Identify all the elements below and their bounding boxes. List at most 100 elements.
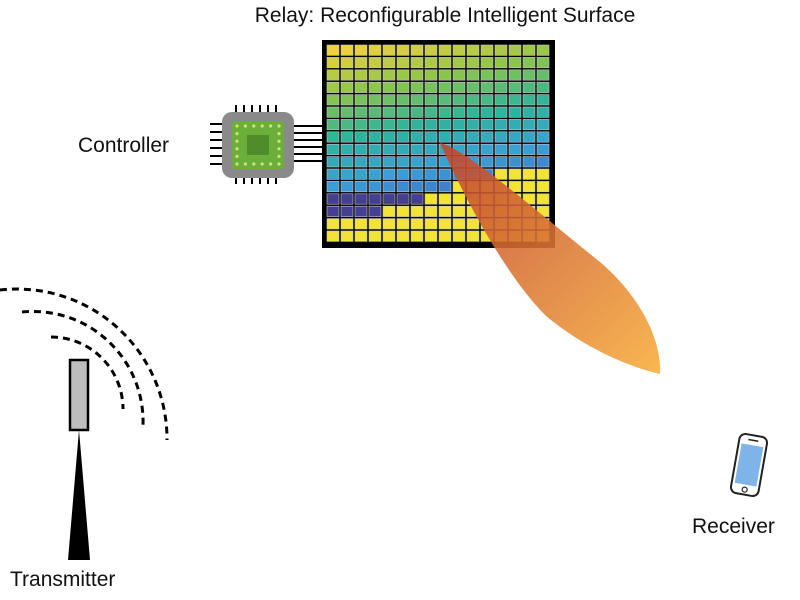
- surface-cell: [354, 218, 368, 230]
- surface-cell: [480, 143, 494, 155]
- surface-cell: [424, 81, 438, 93]
- phone-home-button: [741, 486, 748, 493]
- surface-cell: [508, 81, 522, 93]
- surface-cell: [536, 81, 550, 93]
- tower-mast: [68, 430, 90, 560]
- surface-cell: [326, 193, 340, 205]
- surface-cell: [494, 81, 508, 93]
- surface-cell: [326, 156, 340, 168]
- surface-cell: [354, 205, 368, 217]
- surface-cell: [508, 119, 522, 131]
- antenna-panel: [68, 358, 90, 432]
- surface-cell: [522, 57, 536, 69]
- surface-cell: [326, 181, 340, 193]
- surface-cell: [396, 168, 410, 180]
- surface-cell: [410, 119, 424, 131]
- chip-icon: [210, 105, 322, 184]
- surface-cell: [536, 143, 550, 155]
- surface-cell: [326, 131, 340, 143]
- surface-cell: [368, 168, 382, 180]
- surface-cell: [368, 94, 382, 106]
- surface-cell: [480, 57, 494, 69]
- surface-cell: [354, 106, 368, 118]
- surface-cell: [494, 168, 508, 180]
- chip-dot: [269, 124, 273, 128]
- surface-cell: [438, 205, 452, 217]
- surface-cell: [452, 44, 466, 56]
- surface-cell: [340, 119, 354, 131]
- surface-cell: [508, 131, 522, 143]
- phone-screen: [734, 443, 764, 487]
- surface-cell: [480, 106, 494, 118]
- surface-cell: [326, 94, 340, 106]
- surface-cell: [382, 205, 396, 217]
- surface-cell: [424, 131, 438, 143]
- controller-label: Controller: [78, 134, 169, 157]
- surface-cell: [382, 119, 396, 131]
- surface-cell: [410, 156, 424, 168]
- surface-cell: [536, 168, 550, 180]
- receiver-label: Receiver: [692, 515, 775, 538]
- surface-cell: [354, 156, 368, 168]
- surface-cell: [340, 44, 354, 56]
- surface-cell: [508, 94, 522, 106]
- surface-cell: [340, 57, 354, 69]
- chip-dot: [277, 147, 281, 151]
- surface-cell: [326, 106, 340, 118]
- surface-cell: [410, 106, 424, 118]
- chip-dot: [235, 124, 239, 128]
- surface-cell: [326, 230, 340, 242]
- surface-cell: [424, 106, 438, 118]
- surface-cell: [424, 69, 438, 81]
- surface-cell: [340, 143, 354, 155]
- surface-cell: [354, 230, 368, 242]
- surface-cell: [452, 57, 466, 69]
- surface-cell: [382, 131, 396, 143]
- surface-cell: [522, 106, 536, 118]
- surface-cell: [480, 94, 494, 106]
- phone-speaker: [748, 438, 759, 442]
- surface-cell: [466, 44, 480, 56]
- surface-cell: [438, 168, 452, 180]
- surface-cell: [410, 193, 424, 205]
- surface-cell: [382, 230, 396, 242]
- surface-cell: [494, 69, 508, 81]
- surface-cell: [466, 218, 480, 230]
- surface-cell: [368, 181, 382, 193]
- surface-cell: [326, 44, 340, 56]
- surface-cell: [536, 181, 550, 193]
- surface-cell: [396, 69, 410, 81]
- reflected-beam: [440, 143, 661, 374]
- surface-cell: [354, 94, 368, 106]
- surface-cell: [466, 230, 480, 242]
- surface-cell: [508, 168, 522, 180]
- surface-cell: [424, 119, 438, 131]
- chip-dot: [252, 162, 256, 166]
- surface-cell: [340, 168, 354, 180]
- surface-cell: [452, 218, 466, 230]
- surface-cell: [368, 205, 382, 217]
- surface-cell: [326, 119, 340, 131]
- surface-cell: [340, 230, 354, 242]
- surface-cell: [522, 94, 536, 106]
- surface-cell: [522, 119, 536, 131]
- surface-cell: [494, 119, 508, 131]
- surface-cell: [424, 193, 438, 205]
- surface-cell: [396, 143, 410, 155]
- surface-cell: [452, 69, 466, 81]
- surface-cell: [438, 106, 452, 118]
- surface-cell: [508, 69, 522, 81]
- surface-cell: [410, 94, 424, 106]
- surface-cell: [382, 143, 396, 155]
- surface-cell: [368, 44, 382, 56]
- surface-cell: [424, 57, 438, 69]
- surface-title: Relay: Reconfigurable Intelligent Surfac…: [255, 4, 636, 27]
- surface-cell: [382, 69, 396, 81]
- surface-cell: [536, 57, 550, 69]
- chip-dot: [277, 154, 281, 158]
- tower-icon: [68, 358, 90, 560]
- surface-cell: [536, 131, 550, 143]
- surface-cell: [326, 168, 340, 180]
- surface-cell: [480, 81, 494, 93]
- surface-cell: [396, 119, 410, 131]
